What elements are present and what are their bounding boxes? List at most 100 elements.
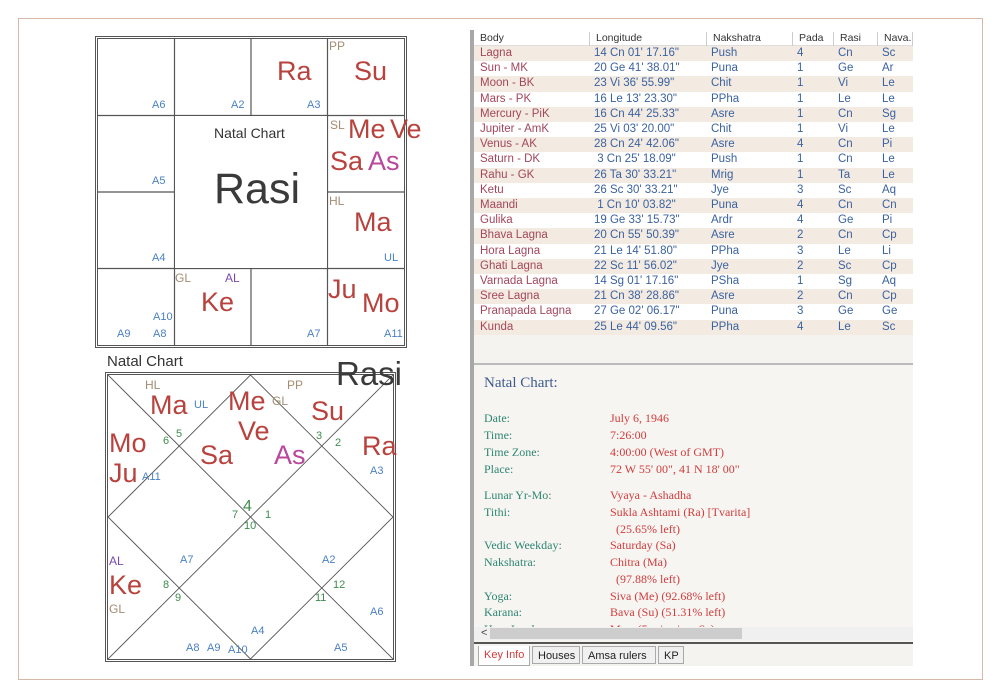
- tab-amsa-rulers[interactable]: Amsa rulers: [582, 646, 656, 664]
- table-cell: 20 Cn 55' 50.39": [594, 229, 679, 242]
- table-cell: Gulika: [480, 214, 513, 227]
- south-chart-label: GL: [175, 271, 192, 285]
- north-indian-chart: [105, 372, 396, 662]
- south-chart-label: A3: [307, 99, 321, 111]
- column-header-rasi[interactable]: Rasi: [834, 32, 878, 46]
- table-cell: Sc: [882, 320, 896, 333]
- info-value: Vyaya - Ashadha: [610, 488, 692, 502]
- table-row[interactable]: Sree Lagna 21 Cn 38' 28.86" Asre 2 Cn Cp: [474, 289, 913, 305]
- table-cell: Le: [838, 320, 851, 333]
- table-cell: 1: [797, 77, 804, 90]
- table-row[interactable]: Rahu - GK 26 Ta 30' 33.21" Mrig 1 Ta Le: [474, 167, 913, 183]
- south-chart-label: Ra: [277, 56, 312, 86]
- table-row[interactable]: Pranapada Lagna 27 Ge 02' 06.17" Puna 3 Ge Ge: [474, 304, 913, 320]
- table-cell: Sc: [882, 47, 896, 59]
- south-chart-label: Su: [354, 56, 388, 86]
- table-cell: 14 Sg 01' 17.16": [594, 275, 679, 287]
- house-number: 11: [315, 592, 327, 604]
- north-chart-label: Sa: [200, 440, 234, 470]
- table-cell: Puna: [711, 62, 738, 75]
- house-number: 1: [265, 509, 272, 521]
- table-cell: 23 Vi 36' 55.99": [594, 77, 675, 90]
- table-cell: 1: [797, 107, 804, 120]
- south-chart-label: SL: [330, 118, 345, 132]
- north-chart-label: A3: [370, 465, 384, 477]
- south-indian-chart: [95, 36, 407, 348]
- scroll-left-icon[interactable]: <: [481, 627, 488, 639]
- south-chart-label: A10: [153, 311, 173, 323]
- table-row[interactable]: Ketu 26 Sc 30' 33.21" Jye 3 Sc Aq: [474, 182, 913, 198]
- south-chart-label: A2: [231, 99, 245, 111]
- table-row[interactable]: Gulika 19 Ge 33' 15.73" Ardr 4 Ge Pi: [474, 213, 913, 229]
- table-cell: 1: [797, 92, 804, 105]
- table-row[interactable]: Sun - MK 20 Ge 41' 38.01" Puna 1 Ge Ar: [474, 61, 913, 77]
- tab-houses[interactable]: Houses: [532, 646, 580, 664]
- table-row[interactable]: Venus - AK 28 Cn 24' 42.06" Asre 4 Cn Pi: [474, 137, 913, 153]
- table-cell: Chit: [711, 77, 732, 90]
- table-row[interactable]: Saturn - DK 3 Cn 25' 18.09" Push 1 Cn Le: [474, 152, 913, 168]
- content-frame: [18, 18, 983, 680]
- table-cell: Sg: [838, 275, 853, 287]
- south-chart-label: Me: [348, 114, 386, 144]
- table-row[interactable]: Mars - PK 16 Le 13' 23.30" PPha 1 Le Le: [474, 91, 913, 107]
- north-chart-label: Ju: [109, 458, 138, 488]
- table-cell: 1: [797, 153, 804, 166]
- table-row[interactable]: Bhava Lagna 20 Cn 55' 50.39" Asre 2 Cn Cp: [474, 228, 913, 244]
- north-chart-label: A4: [251, 625, 265, 637]
- south-chart-label: UL: [384, 252, 399, 264]
- column-header-nakshatra[interactable]: Nakshatra: [707, 32, 793, 46]
- south-chart-label: A5: [152, 175, 166, 187]
- south-chart-label: A4: [152, 252, 166, 264]
- column-header-nava[interactable]: Nava...: [878, 32, 913, 46]
- south-chart-label: Ma: [354, 207, 392, 237]
- table-cell: Saturn - DK: [480, 153, 541, 166]
- column-header-pada[interactable]: Pada: [793, 32, 834, 46]
- table-cell: Push: [711, 47, 738, 59]
- chart-grid: [98, 39, 404, 345]
- column-header-longitude[interactable]: Longitude: [590, 32, 707, 46]
- table-cell: Le: [882, 77, 895, 90]
- south-chart-label: PP: [329, 39, 346, 53]
- info-label: Nakshatra:: [484, 555, 536, 569]
- table-row[interactable]: Jupiter - AmK 25 Vi 03' 20.00" Chit 1 Vi Le: [474, 122, 913, 138]
- table-cell: PPha: [711, 244, 740, 257]
- table-row[interactable]: Mercury - PiK 16 Cn 44' 25.33" Asre 1 Cn Sg: [474, 106, 913, 122]
- north-chart-label: A5: [334, 642, 348, 654]
- tab-key-info[interactable]: Key Info: [478, 646, 530, 666]
- info-value: Saturday (Sa): [610, 538, 676, 552]
- table-cell: Cp: [882, 259, 897, 272]
- table-row[interactable]: Ghati Lagna 22 Sc 11' 56.02" Jye 2 Sc Cp: [474, 258, 913, 274]
- table-cell: Mrig: [711, 168, 734, 181]
- table-cell: Varnada Lagna: [480, 275, 558, 287]
- tab-kp[interactable]: KP: [658, 646, 684, 664]
- house-number: 9: [175, 592, 182, 604]
- table-row[interactable]: Moon - BK 23 Vi 36' 55.99" Chit 1 Vi Le: [474, 76, 913, 92]
- info-value: 4:00:00 (West of GMT): [610, 445, 725, 459]
- table-cell: Le: [882, 153, 895, 166]
- table-cell: 2: [797, 229, 804, 242]
- table-cell: Push: [711, 153, 738, 166]
- table-cell: Cn: [838, 47, 853, 59]
- table-cell: 3: [797, 183, 804, 196]
- table-row[interactable]: Kunda 25 Le 44' 09.56" PPha 4 Le Sc: [474, 319, 913, 335]
- north-chart-label: Ve: [238, 416, 270, 446]
- info-value-extra: (97.88% left): [616, 572, 680, 586]
- table-cell: 25 Le 44' 09.56": [594, 320, 678, 333]
- north-chart-label: A8: [186, 642, 200, 654]
- table-row[interactable]: Maandi 1 Cn 10' 03.82" Puna 4 Cn Cn: [474, 198, 913, 214]
- scrollbar-thumb[interactable]: [490, 628, 742, 639]
- info-label: Vedic Weekday:: [484, 538, 562, 552]
- column-header-body[interactable]: Body: [474, 32, 590, 46]
- table-row[interactable]: Varnada Lagna 14 Sg 01' 17.16" PSha 1 Sg Aq: [474, 274, 913, 290]
- table-row[interactable]: Lagna 14 Cn 01' 17.16" Push 4 Cn Sc: [474, 46, 913, 62]
- north-chart-label: A11: [142, 471, 161, 483]
- table-cell: 19 Ge 33' 15.73": [594, 214, 680, 227]
- info-label: Lunar Yr-Mo:: [484, 488, 552, 502]
- table-row[interactable]: Hora Lagna 21 Le 14' 51.80" PPha 3 Le Li: [474, 243, 913, 259]
- table-cell: Sree Lagna: [480, 290, 540, 303]
- table-cell: 1 Cn 10' 03.82": [594, 199, 676, 211]
- info-value: Chitra (Ma): [610, 555, 667, 569]
- horizontal-scrollbar[interactable]: <: [474, 627, 913, 640]
- table-cell: Le: [882, 92, 895, 105]
- house-number: 3: [316, 430, 323, 442]
